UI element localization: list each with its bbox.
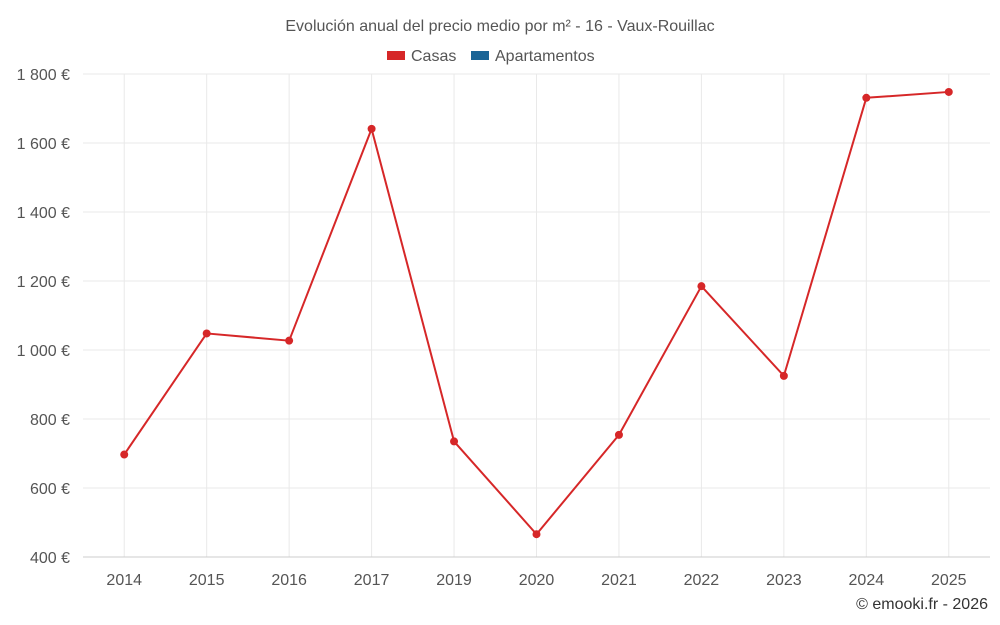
x-tick-label: 2016: [271, 572, 307, 589]
legend-swatch-casas: [387, 51, 405, 60]
x-tick-label: 2025: [931, 572, 967, 589]
x-tick-label: 2014: [106, 572, 142, 589]
data-point-casas[interactable]: [697, 282, 706, 291]
credit-text: © emooki.fr - 2026: [856, 596, 988, 613]
chart-title: Evolución anual del precio medio por m² …: [285, 18, 714, 35]
legend-swatch-apartamentos: [471, 51, 489, 60]
x-tick-label: 2024: [849, 572, 885, 589]
y-tick-label: 1 000 €: [17, 343, 70, 360]
y-tick-label: 1 600 €: [17, 136, 70, 153]
y-tick-label: 1 800 €: [17, 67, 70, 84]
data-point-casas[interactable]: [450, 437, 459, 446]
x-tick-label: 2015: [189, 572, 225, 589]
legend: Casas Apartamentos: [387, 48, 595, 65]
x-tick-label: 2022: [684, 572, 720, 589]
x-tick-label: 2021: [601, 572, 637, 589]
y-tick-label: 1 400 €: [17, 205, 70, 222]
legend-label-apartamentos: Apartamentos: [495, 48, 595, 65]
legend-label-casas: Casas: [411, 48, 456, 65]
data-point-casas[interactable]: [944, 87, 953, 96]
x-axis-ticks: 2014 2015 2016 2017 2019 2020 2021 2022 2023 2024…: [106, 572, 966, 589]
data-point-casas[interactable]: [120, 450, 129, 459]
y-tick-label: 1 200 €: [17, 274, 70, 291]
y-tick-label: 400 €: [30, 550, 70, 567]
y-tick-label: 600 €: [30, 481, 70, 498]
data-point-casas[interactable]: [285, 336, 294, 345]
data-point-casas[interactable]: [614, 430, 623, 439]
legend-item-casas[interactable]: Casas: [387, 48, 456, 65]
x-tick-label: 2020: [519, 572, 555, 589]
x-tick-label: 2017: [354, 572, 390, 589]
y-axis-ticks: 400 € 600 € 800 € 1 000 € 1 200 € 1 400 € 1 60…: [17, 67, 70, 567]
data-point-casas[interactable]: [862, 93, 871, 102]
data-point-casas[interactable]: [532, 530, 541, 539]
x-gridlines: [123, 74, 950, 557]
series-layer: [120, 87, 953, 539]
y-tick-label: 800 €: [30, 412, 70, 429]
legend-item-apartamentos[interactable]: Apartamentos: [471, 48, 595, 65]
data-point-casas[interactable]: [367, 124, 376, 133]
data-point-casas[interactable]: [202, 329, 211, 338]
data-point-casas[interactable]: [779, 371, 788, 380]
x-tick-label: 2023: [766, 572, 802, 589]
x-tick-label: 2019: [436, 572, 472, 589]
